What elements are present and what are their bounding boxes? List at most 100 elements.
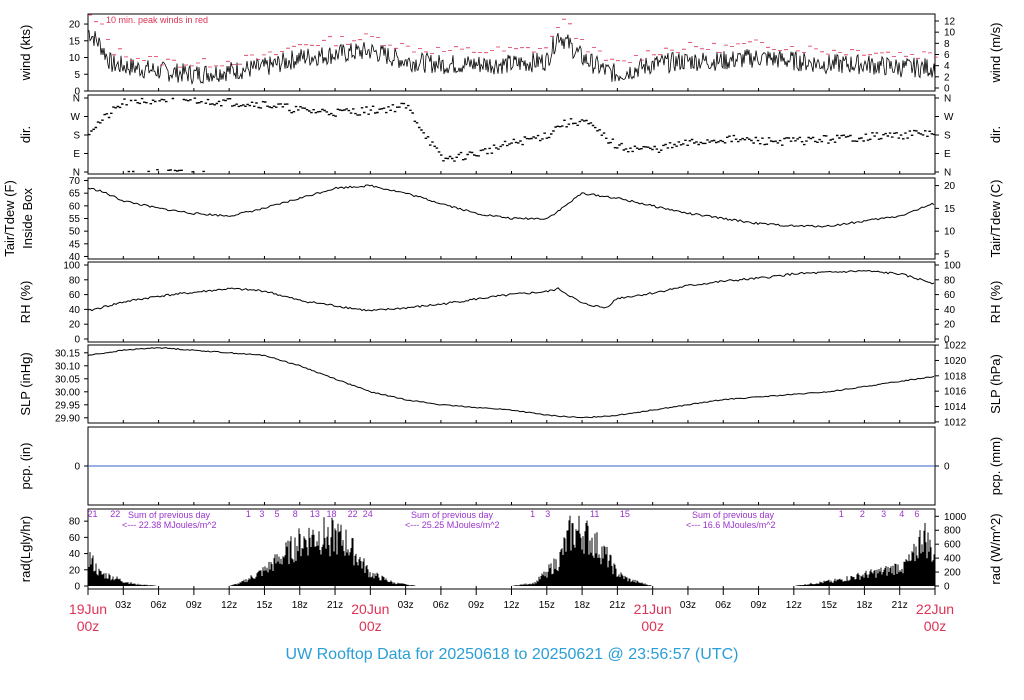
ytick-label-left: 20	[69, 320, 81, 331]
ytick-label-left: 60	[69, 290, 81, 301]
rad-hour-label: 3	[881, 509, 886, 519]
ytick-label-left: 5	[74, 70, 80, 81]
ylabel-left: wind (kts)	[18, 25, 33, 82]
ytick-label-left: 60	[69, 533, 81, 544]
ytick-label-right: 1022	[944, 341, 967, 352]
ytick-label-right: 10	[944, 28, 956, 39]
ytick-label-right: 1018	[944, 371, 967, 382]
hour-tick-label: 21z	[892, 600, 908, 611]
rad-hour-label: 1	[530, 509, 535, 519]
day-label-date: 22Jun	[916, 601, 954, 617]
rad-note-line2: <--- 25.25 MJoules/m^2	[405, 520, 500, 530]
ylabel-right: wind (m/s)	[988, 23, 1003, 84]
ytick-label-right: 100	[944, 261, 961, 272]
rad-note-line2: <--- 22.38 MJoules/m^2	[122, 520, 217, 530]
dir-tick-label-left: E	[73, 149, 80, 160]
pcp-tick-label-right: 0	[944, 462, 950, 473]
ytick-label-right: 20	[944, 181, 956, 192]
rad-note-line1: Sum of previous day	[692, 510, 775, 520]
ylabel-right: rad (W/m^2)	[988, 513, 1003, 584]
day-label-time: 00z	[359, 618, 382, 634]
ytick-label-left: 29.95	[55, 400, 80, 411]
ytick-label-left: 30.15	[55, 348, 80, 359]
day-label-date: 20Jun	[351, 601, 389, 617]
hour-tick-label: 21z	[609, 600, 625, 611]
ytick-label-right: 0	[944, 335, 950, 346]
dir-panel-frame	[87, 94, 936, 175]
rh-line	[87, 269, 935, 312]
footer-title: UW Rooftop Data for 20250618 to 20250621…	[285, 646, 739, 663]
rad-hour-label: 5	[275, 509, 280, 519]
day-label-date: 21Jun	[634, 601, 672, 617]
hour-tick-label: 15z	[821, 600, 837, 611]
ytick-label-left: 30.05	[55, 374, 80, 385]
ytick-label-left: 80	[69, 275, 81, 286]
ytick-label-right: 5	[944, 249, 950, 260]
temp-line	[87, 184, 935, 228]
hour-tick-label: 03z	[398, 600, 414, 611]
rad-note-line1: Sum of previous day	[128, 510, 211, 520]
wind-mean-line	[87, 30, 936, 85]
ytick-label-left: 0	[74, 87, 80, 98]
ylabel-left: rad(Lgly/hr)	[18, 516, 33, 582]
hour-tick-label: 12z	[786, 600, 802, 611]
wind-annotation: 10 min. peak winds in red	[106, 15, 208, 25]
rad-hour-label: 18	[327, 509, 337, 519]
rad-hour-label: 15	[620, 509, 630, 519]
rad-hour-label: 1	[839, 509, 844, 519]
ytick-label-left: 0	[74, 335, 80, 346]
rad-hour-label: 22	[348, 509, 358, 519]
ytick-label-left: 40	[69, 252, 81, 263]
rad-hour-label: 21	[88, 509, 98, 519]
ytick-label-right: 20	[944, 320, 956, 331]
hour-tick-label: 18z	[292, 600, 308, 611]
ytick-label-left: 15	[69, 36, 81, 47]
rad-note-line1: Sum of previous day	[411, 510, 494, 520]
rh-panel	[87, 261, 936, 343]
ylabel-right: RH (%)	[988, 281, 1003, 324]
slp-line	[87, 347, 935, 419]
ytick-label-left: 30.00	[55, 387, 80, 398]
slp-panel	[87, 344, 936, 424]
dir-tick-label-left: N	[73, 94, 80, 105]
day-label-time: 00z	[77, 618, 100, 634]
rad-hour-label: 2	[860, 509, 865, 519]
rad-hour-label: 1	[246, 509, 251, 519]
hour-tick-label: 18z	[574, 600, 590, 611]
rad-hour-label: 4	[899, 509, 904, 519]
ytick-label-left: 65	[69, 189, 81, 200]
dir-panel	[87, 94, 936, 175]
day-label-time: 00z	[924, 618, 947, 634]
hour-tick-label: 09z	[468, 600, 484, 611]
dir-tick-label-left: W	[71, 112, 81, 123]
hour-tick-label: 18z	[856, 600, 872, 611]
hour-tick-label: 12z	[503, 600, 519, 611]
ytick-label-right: 4	[944, 61, 950, 72]
ytick-label-right: 0	[944, 84, 950, 95]
dir-tick-label-right: S	[944, 131, 951, 142]
wind-peak-marks	[88, 14, 938, 68]
dir-tick-label-left: S	[73, 131, 80, 142]
dir-tick-label-left: N	[73, 168, 80, 179]
ytick-label-left: 55	[69, 214, 81, 225]
ylabel-left-line1: Tair/Tdew (F)	[2, 180, 17, 257]
hour-tick-label: 09z	[186, 600, 202, 611]
ylabel-left: RH (%)	[18, 281, 33, 324]
ytick-label-left: 45	[69, 239, 81, 250]
rad-hour-label: 22	[110, 509, 120, 519]
ytick-label-left: 80	[69, 517, 81, 528]
ytick-label-right: 80	[944, 275, 956, 286]
ylabel-right: SLP (hPa)	[988, 354, 1003, 414]
ytick-label-left: 70	[69, 176, 81, 187]
ytick-label-right: 200	[944, 568, 961, 579]
ylabel-left: pcp. (in)	[18, 443, 33, 490]
ytick-label-right: 12	[944, 17, 956, 28]
ytick-label-left: 50	[69, 227, 81, 238]
ytick-label-right: 0	[944, 582, 950, 593]
hour-tick-label: 12z	[221, 600, 237, 611]
rad-bars	[87, 515, 936, 586]
ytick-label-left: 0	[74, 582, 80, 593]
ylabel-right: Tair/Tdew (C)	[988, 179, 1003, 257]
rad-hour-label: 3	[545, 509, 550, 519]
ytick-label-right: 1000	[944, 512, 967, 523]
